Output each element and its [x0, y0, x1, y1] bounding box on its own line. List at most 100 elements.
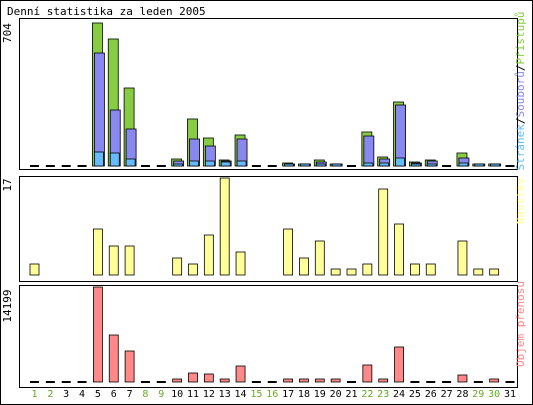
zero-bar [347, 165, 356, 167]
bar-navstev [378, 188, 389, 276]
bar-navstev [124, 245, 135, 276]
bar-navstev [314, 240, 325, 276]
bar-navstev [346, 268, 357, 276]
bar-Souborů [94, 52, 105, 167]
day-label: 22 [361, 389, 373, 400]
y-max-label: 17 [1, 178, 14, 191]
bar-prenosu [489, 378, 500, 383]
bar-navstev [172, 257, 183, 276]
zero-bar [410, 381, 420, 383]
day-label: 8 [142, 389, 148, 400]
zero-bar [61, 381, 71, 383]
bar-Souborů [395, 104, 406, 167]
day-label: 3 [63, 389, 69, 400]
day-label: 1 [31, 389, 37, 400]
day-label: 17 [282, 389, 294, 400]
bar-Stránek [331, 163, 342, 167]
legend-item: Stránek [514, 124, 527, 171]
zero-bar [267, 165, 277, 167]
bar-Stránek [284, 163, 295, 167]
bar-Stránek [189, 160, 199, 167]
zero-bar [505, 165, 515, 167]
bar-Stránek [410, 163, 421, 167]
zero-bar [140, 381, 150, 383]
bar-navstev [203, 234, 214, 276]
zero-bar [251, 381, 261, 383]
day-label: 9 [158, 389, 164, 400]
day-label: 7 [127, 389, 133, 400]
day-label: 4 [79, 389, 85, 400]
day-label: 29 [472, 389, 484, 400]
bar-prenosu [283, 378, 294, 383]
bar-prenosu [362, 364, 373, 383]
bar-Stránek [173, 163, 184, 167]
zero-bar [77, 165, 87, 167]
y-max-label: 14199 [1, 289, 14, 322]
zero-bar [505, 381, 515, 383]
bar-navstev [394, 223, 404, 276]
zero-bar [442, 165, 452, 167]
legend-hits: Stránek/Souborů/Přístupů [514, 12, 527, 171]
zero-bar [30, 165, 39, 167]
bar-navstev [188, 263, 198, 276]
zero-bar [156, 165, 166, 167]
bar-Souborů [363, 135, 375, 167]
day-label: 23 [377, 389, 389, 400]
bar-navstev [108, 245, 119, 276]
day-label: 18 [298, 389, 310, 400]
bar-Stránek [94, 151, 104, 167]
day-label: 20 [330, 389, 342, 400]
y-max-label: 704 [1, 23, 14, 43]
zero-bar [442, 381, 452, 383]
day-label: 2 [47, 389, 53, 400]
bar-prenosu [93, 286, 103, 383]
bar-Stránek [395, 157, 405, 167]
zero-bar [45, 165, 55, 167]
zero-bar [347, 381, 356, 383]
bar-navstev [235, 251, 246, 276]
day-label: 28 [456, 389, 468, 400]
legend-item: Přístupů [514, 12, 527, 65]
day-label: 25 [409, 389, 421, 400]
bar-Stránek [109, 152, 120, 167]
chart-title: Denní statistika za leden 2005 [7, 5, 206, 18]
bar-Stránek [426, 163, 437, 167]
bar-prenosu [330, 378, 341, 383]
bar-prenosu [299, 378, 309, 383]
bar-Stránek [363, 162, 374, 167]
bar-navstev [283, 228, 294, 276]
bar-prenosu [203, 373, 214, 383]
zero-bar [156, 381, 166, 383]
zero-bar [251, 165, 261, 167]
bar-navstev [409, 263, 420, 276]
zero-bar [473, 381, 483, 383]
day-label: 5 [95, 389, 101, 400]
bar-Stránek [458, 162, 469, 167]
day-label: 14 [235, 389, 247, 400]
zero-bar [61, 165, 71, 167]
day-label: 19 [314, 389, 326, 400]
zero-bar [77, 381, 87, 383]
zero-bar [267, 381, 277, 383]
bar-prenosu [172, 378, 183, 383]
bar-Stránek [125, 158, 136, 167]
bar-Stránek [236, 160, 247, 167]
bar-Stránek [315, 163, 326, 167]
day-label: 27 [441, 389, 453, 400]
bar-prenosu [124, 350, 135, 383]
bar-Stránek [474, 163, 485, 167]
day-label: 30 [488, 389, 500, 400]
bar-navstev [362, 263, 373, 276]
bar-Stránek [204, 160, 215, 167]
bar-prenosu [457, 374, 468, 383]
bar-navstev [489, 268, 500, 276]
legend-separator: / [514, 117, 527, 124]
zero-bar [140, 165, 150, 167]
day-label: 11 [187, 389, 199, 400]
zero-bar [30, 381, 39, 383]
bar-prenosu [394, 346, 404, 383]
legend-visits: Návštěv [514, 177, 527, 224]
day-label: 21 [345, 389, 357, 400]
bar-prenosu [378, 378, 389, 383]
